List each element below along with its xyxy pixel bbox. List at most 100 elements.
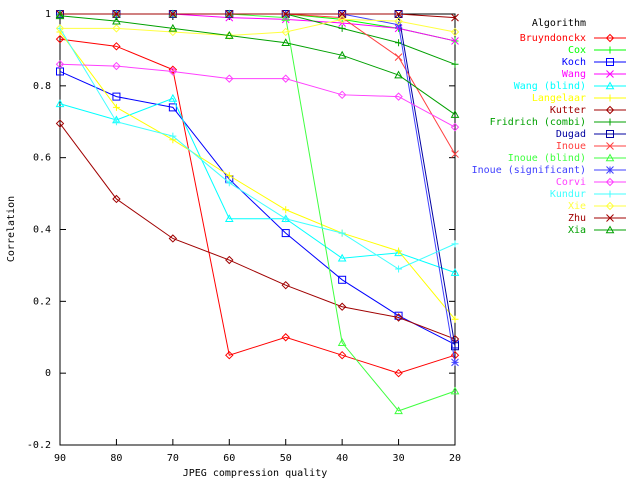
series-line [59,31,456,320]
legend-entry-label: Xie [568,201,586,212]
x-tick-label: 30 [393,453,405,464]
data-point [338,10,346,18]
data-point [337,351,347,360]
data-point [112,42,121,51]
data-point [281,38,291,47]
legend-entry-marker [605,81,615,90]
data-point [394,10,403,18]
x-axis-label: JPEG compression quality [183,468,328,479]
data-point [281,13,291,21]
series-line [59,97,456,274]
data-point [338,275,347,284]
x-tick-label: 90 [54,453,66,464]
data-point [55,60,65,69]
data-point [451,342,459,351]
legend-entry-marker [605,225,615,234]
data-point [281,74,290,83]
data-point [450,27,460,37]
data-point [337,302,347,311]
data-point [168,103,177,112]
legend-entry-label: Bruyndonckx [520,33,586,44]
data-point [169,10,177,18]
data-point [225,255,234,265]
series-kundur [56,24,459,273]
legend-entry-label: Zhu [568,213,586,224]
legend-entry-marker [606,190,614,198]
legend-entry-marker [606,166,614,174]
data-point [281,280,290,290]
legend-entry-label: Xia [568,225,586,236]
series-line [59,71,456,345]
legend-entry-label: Fridrich (combi) [490,117,586,128]
legend-entry-label: Dugad [556,129,586,140]
x-tick-label: 60 [223,453,235,464]
y-tick-label: 0.2 [33,296,51,307]
series-line [60,13,456,155]
data-point [55,11,65,20]
legend-entry-label: Corvi [556,177,586,188]
data-point [112,16,121,25]
series-line [59,63,456,128]
data-point [224,214,234,223]
legend-entry-label: Wang (blind) [514,81,586,92]
series-line [59,28,456,270]
data-point [225,172,233,180]
data-point [224,31,234,39]
data-point [112,92,121,101]
data-point [281,10,290,18]
series-xia [55,11,460,118]
legend-entry-label: Kutter [550,105,586,116]
data-point [337,50,347,59]
x-tick-label: 80 [110,453,122,464]
data-point [451,13,459,22]
series-line [60,13,456,19]
series-xie [55,15,460,40]
x-tick-label: 40 [336,453,348,464]
legend-entry-marker [606,46,614,54]
legend-title: Algorithm [532,18,586,29]
legend-entry-marker [605,153,615,162]
data-point [451,37,459,45]
data-point [337,253,347,262]
series-line [59,38,456,374]
series-zhu [56,10,459,22]
data-point [450,351,460,360]
data-point [450,122,460,132]
data-point [225,179,233,187]
data-point [394,311,403,320]
data-point [112,10,121,18]
series-line [59,123,456,340]
data-point [168,67,178,76]
data-point [394,16,403,26]
data-point [168,234,178,243]
data-point [394,368,403,378]
series-kutter [55,119,460,344]
legend-entry-marker [606,94,614,102]
legend-entry-label: Inoue [556,141,586,152]
legend-entry-marker [606,58,614,66]
data-point [337,338,347,346]
data-point [394,406,403,415]
y-tick-label: 0.6 [33,153,51,164]
x-tick-label: 70 [167,453,179,464]
data-point [338,24,346,32]
data-point [55,99,65,108]
series-line [60,13,456,347]
legend-entry-label: Langelaar [532,93,586,104]
data-point [225,351,234,360]
data-point [450,110,460,118]
legend-entry-marker [606,70,614,78]
legend-entry-label: Koch [562,57,586,68]
data-point [112,118,120,126]
data-point [281,27,290,37]
data-point [112,194,121,204]
data-point [282,215,290,223]
data-point [394,92,403,101]
legend-entry-marker [605,105,615,115]
x-tick-label: 50 [280,453,292,464]
data-point [337,90,347,100]
data-point [395,39,403,47]
data-point [450,386,460,395]
data-point [55,34,65,44]
